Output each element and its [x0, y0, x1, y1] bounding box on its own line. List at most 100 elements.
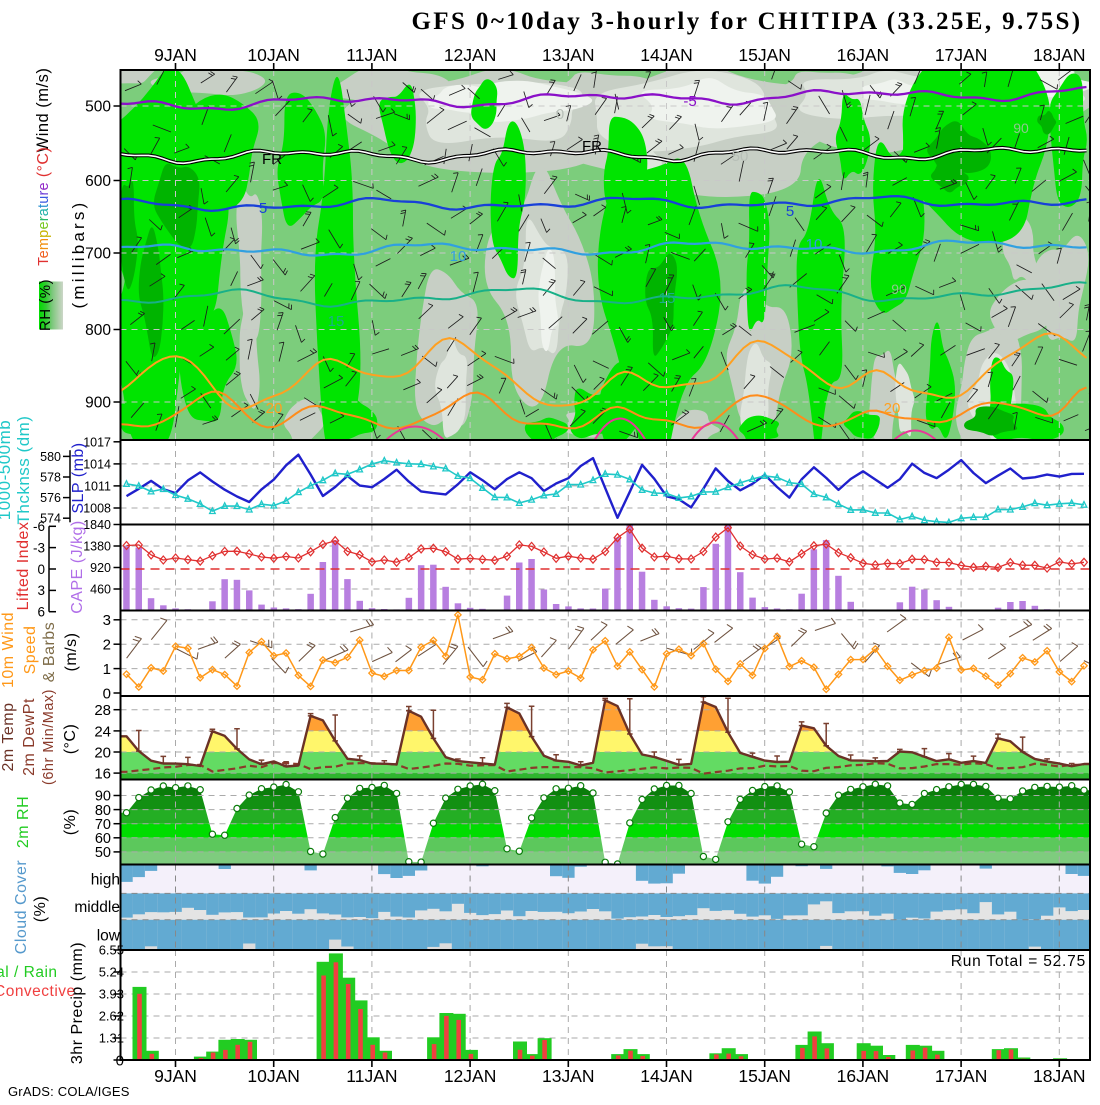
- svg-text:1380: 1380: [83, 540, 111, 554]
- svg-text:15JAN: 15JAN: [738, 1066, 791, 1086]
- svg-text:0: 0: [116, 1052, 124, 1069]
- svg-text:Convective: Convective: [0, 983, 76, 1000]
- svg-text:800: 800: [85, 322, 111, 339]
- svg-text:CAPE (J/kg): CAPE (J/kg): [69, 520, 86, 614]
- svg-text:14JAN: 14JAN: [640, 1066, 693, 1086]
- svg-text:2m RH: 2m RH: [15, 796, 32, 848]
- svg-text:20: 20: [94, 744, 111, 761]
- svg-text:900: 900: [85, 395, 111, 412]
- svg-text:(°C): (°C): [62, 724, 79, 755]
- svg-text:9JAN: 9JAN: [154, 1066, 197, 1086]
- svg-text:Run Total = 52.75: Run Total = 52.75: [951, 953, 1086, 970]
- svg-text:6: 6: [37, 605, 45, 620]
- svg-text:12JAN: 12JAN: [444, 45, 497, 65]
- svg-text:0: 0: [37, 562, 45, 577]
- svg-text:-3: -3: [33, 541, 45, 556]
- svg-text:700: 700: [85, 246, 111, 263]
- svg-text:1.31: 1.31: [99, 1031, 124, 1046]
- svg-text:17JAN: 17JAN: [935, 1066, 988, 1086]
- svg-text:20: 20: [266, 400, 283, 417]
- svg-text:50: 50: [95, 845, 111, 861]
- svg-text:2m DewPt: 2m DewPt: [21, 698, 38, 776]
- svg-text:Speed: Speed: [22, 626, 39, 675]
- svg-text:Temperature: Temperature: [36, 182, 52, 266]
- svg-text:16JAN: 16JAN: [837, 1066, 890, 1086]
- svg-text:1840: 1840: [83, 518, 111, 532]
- svg-text:3.93: 3.93: [99, 987, 124, 1002]
- svg-text:18JAN: 18JAN: [1033, 45, 1086, 65]
- svg-text:2: 2: [103, 637, 111, 654]
- svg-text:3: 3: [37, 583, 45, 598]
- svg-text:578: 578: [40, 471, 61, 485]
- svg-text:-5: -5: [683, 93, 696, 110]
- svg-text:14JAN: 14JAN: [640, 45, 693, 65]
- svg-text:Thcknss (dm): Thcknss (dm): [14, 416, 33, 525]
- svg-text:(m/s): (m/s): [63, 633, 80, 672]
- svg-text:70: 70: [95, 817, 111, 833]
- svg-text:(millibars): (millibars): [69, 200, 88, 309]
- svg-text:600: 600: [85, 173, 111, 190]
- svg-text:15: 15: [659, 290, 676, 307]
- svg-text:11JAN: 11JAN: [346, 45, 397, 65]
- svg-text:middle: middle: [74, 899, 120, 916]
- svg-text:15JAN: 15JAN: [738, 45, 791, 65]
- svg-text:5.24: 5.24: [99, 965, 124, 980]
- svg-text:0: 0: [103, 685, 111, 702]
- svg-text:3hr Precip (mm): 3hr Precip (mm): [69, 942, 86, 1064]
- svg-text:high: high: [91, 872, 120, 889]
- svg-text:GrADS: COLA/IGES: GrADS: COLA/IGES: [8, 1084, 130, 1099]
- svg-text:& Barbs: & Barbs: [41, 622, 58, 682]
- svg-text:FR: FR: [582, 138, 602, 155]
- svg-text:28: 28: [94, 702, 111, 719]
- svg-text:50: 50: [732, 148, 749, 165]
- svg-text:18JAN: 18JAN: [1033, 1066, 1086, 1086]
- svg-text:FR: FR: [262, 151, 282, 168]
- svg-text:10: 10: [806, 236, 823, 253]
- svg-text:(%): (%): [62, 809, 79, 835]
- svg-text:1: 1: [103, 661, 111, 678]
- svg-text:80: 80: [95, 803, 111, 819]
- svg-text:90: 90: [891, 281, 907, 297]
- svg-text:2m Temp: 2m Temp: [0, 702, 17, 771]
- svg-text:GFS 0~10day 3-hourly for CHITI: GFS 0~10day 3-hourly for CHITIPA (33.25E…: [411, 8, 1082, 35]
- svg-text:10m Wind: 10m Wind: [0, 612, 17, 688]
- svg-text:460: 460: [90, 583, 111, 597]
- svg-text:0: 0: [556, 106, 564, 123]
- svg-text:16: 16: [94, 766, 111, 783]
- svg-text:920: 920: [90, 561, 111, 575]
- svg-text:(6hr Min/Max): (6hr Min/Max): [41, 689, 57, 785]
- svg-text:1014: 1014: [83, 457, 111, 471]
- svg-text:13JAN: 13JAN: [542, 1066, 595, 1086]
- svg-text:5: 5: [786, 203, 794, 220]
- svg-text:1000-500mb: 1000-500mb: [0, 420, 14, 520]
- svg-text:-6: -6: [33, 519, 45, 534]
- svg-text:90: 90: [95, 789, 111, 805]
- svg-text:1008: 1008: [83, 502, 111, 516]
- svg-text:90: 90: [1013, 120, 1029, 136]
- svg-text:1011: 1011: [84, 479, 111, 493]
- svg-text:500: 500: [85, 99, 111, 116]
- svg-text:17JAN: 17JAN: [935, 45, 988, 65]
- svg-text:580: 580: [40, 450, 61, 464]
- svg-text:RH (%): RH (%): [37, 279, 54, 331]
- svg-text:6.55: 6.55: [99, 943, 124, 958]
- svg-text:15: 15: [328, 313, 345, 330]
- svg-text:5: 5: [259, 200, 267, 217]
- svg-text:Lifted Index: Lifted Index: [15, 522, 32, 611]
- svg-text:11JAN: 11JAN: [346, 1066, 397, 1086]
- svg-text:16JAN: 16JAN: [837, 45, 890, 65]
- svg-text:10JAN: 10JAN: [247, 45, 300, 65]
- svg-text:1017: 1017: [83, 435, 111, 449]
- svg-text:576: 576: [40, 491, 61, 505]
- svg-text:13JAN: 13JAN: [542, 45, 595, 65]
- svg-text:Wind (m/s): Wind (m/s): [34, 68, 52, 153]
- svg-text:60: 60: [95, 831, 111, 847]
- svg-text:(%): (%): [32, 896, 49, 922]
- svg-text:3: 3: [103, 612, 111, 629]
- svg-text:SLP (mb): SLP (mb): [70, 442, 87, 513]
- svg-text:9JAN: 9JAN: [154, 45, 197, 65]
- svg-text:2.62: 2.62: [99, 1009, 124, 1024]
- svg-text:Total / Rain: Total / Rain: [0, 964, 58, 981]
- svg-text:Cloud Cover: Cloud Cover: [13, 860, 30, 955]
- svg-text:12JAN: 12JAN: [444, 1066, 497, 1086]
